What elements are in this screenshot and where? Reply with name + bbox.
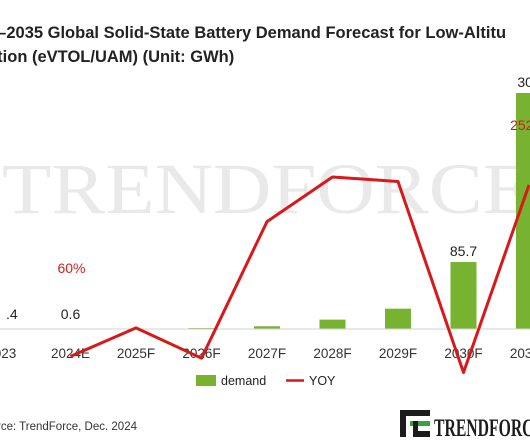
bar-2028F [319,319,346,329]
bars-group [0,93,530,329]
bar-2027F [254,326,280,329]
source-note: rce: TrendForce, Dec. 2024 [0,421,138,433]
x-tick-023: 023 [0,346,16,361]
x-tick-2025F: 2025F [117,346,155,361]
bar-2035F [516,93,530,329]
x-tick-2035F: 2035F [510,346,530,361]
x-tick-2026F: 2026F [182,346,220,361]
bar-value-label-2035F: 302 [517,74,530,90]
trendforce-logo-mark [400,410,430,437]
bar-value-label-2024E: 0.6 [61,306,81,322]
legend-demand-swatch [196,375,216,386]
chart-title-line-2: ation (eVTOL/UAM) (Unit: GWh) [0,48,234,66]
value-labels: .4 0.6 85.7 302 60% 252% [6,74,530,322]
legend-yoy-label: YOY [309,374,336,388]
legend: demand YOY [196,374,336,388]
watermark: TRENDFORCE [2,149,530,229]
yoy-line [69,175,530,374]
x-tick-2027F: 2027F [248,346,286,361]
trendforce-logo: TRENDFORCE [400,410,530,442]
bar-value-label-2030F: 85.7 [450,243,477,259]
yoy-label-2024E: 60% [57,260,85,276]
x-tick-labels: 023 2024E 2025F 2026F 2027F 2028F 2029F 2030F 20… [0,346,530,361]
yoy-line-group [69,175,530,374]
x-tick-2028F: 2028F [313,346,351,361]
chart-title-line-1: 3–2035 Global Solid-State Battery Demand… [0,24,506,42]
x-tick-2029F: 2029F [379,346,417,361]
yoy-label-2035F: 252% [510,117,530,133]
x-tick-2030F: 2030F [444,346,482,361]
bar-2030F [450,262,477,329]
legend-demand-label: demand [221,374,266,388]
x-tick-2024E: 2024E [51,346,90,361]
bar-2029F [385,308,411,329]
bar-value-label-023: .4 [6,306,18,322]
trendforce-logo-text: TRENDFORCE [434,415,530,442]
